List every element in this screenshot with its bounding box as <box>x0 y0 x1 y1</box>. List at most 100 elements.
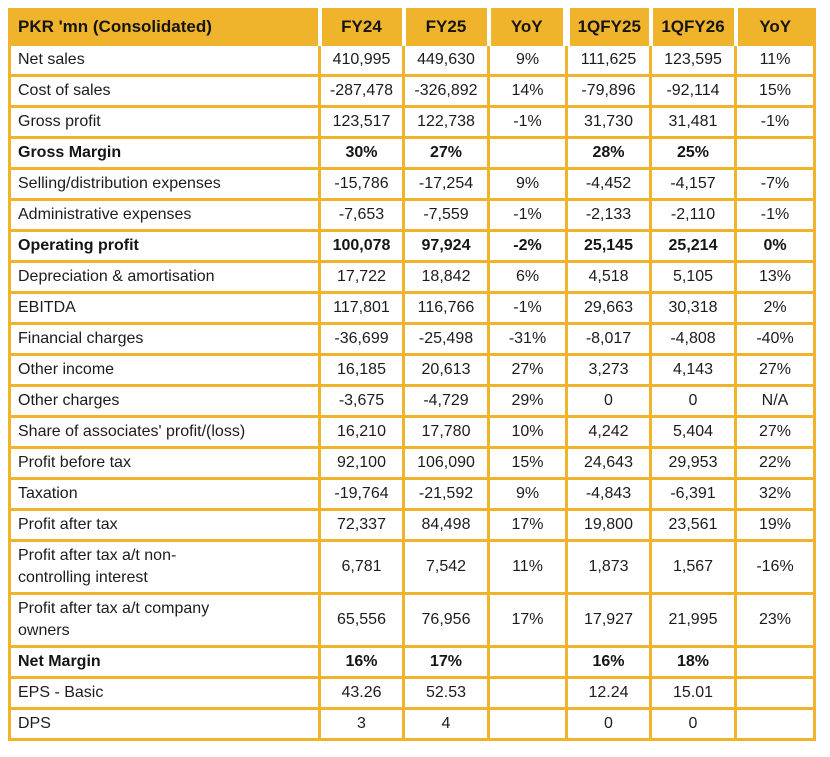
value-cell: -4,157 <box>649 167 737 201</box>
column-header-1qfy25: 1QFY25 <box>563 8 653 46</box>
value-cell: 27% <box>402 136 490 170</box>
row-label: Profit after tax <box>8 508 321 542</box>
value-cell <box>487 136 568 170</box>
value-cell: 410,995 <box>318 43 405 77</box>
column-header-pkr-mn-consolidated-: PKR 'mn (Consolidated) <box>8 8 322 46</box>
value-cell: 6,781 <box>318 539 405 595</box>
value-cell: -1% <box>487 198 568 232</box>
value-cell: -92,114 <box>649 74 737 108</box>
row-label: Other charges <box>8 384 321 418</box>
value-cell: -2,133 <box>565 198 652 232</box>
value-cell: 111,625 <box>565 43 652 77</box>
row-label: EPS - Basic <box>8 676 321 710</box>
value-cell: 17,722 <box>318 260 405 294</box>
value-cell: 28% <box>565 136 652 170</box>
value-cell: -1% <box>487 105 568 139</box>
value-cell: 17% <box>487 592 568 648</box>
value-cell: 29,663 <box>565 291 652 325</box>
table-row: Administrative expenses -7,653 -7,559 -1% -2… <box>8 198 816 232</box>
value-cell: 27% <box>734 353 816 387</box>
row-label: Gross Margin <box>8 136 321 170</box>
value-cell: 16% <box>318 645 405 679</box>
table-row: Taxation -19,764 -21,592 9% -4,843 -6,391 32% <box>8 477 816 511</box>
table-row: Share of associates' profit/(loss) 16,210… <box>8 415 816 449</box>
value-cell: 19% <box>734 508 816 542</box>
value-cell: 32% <box>734 477 816 511</box>
value-cell: 5,404 <box>649 415 737 449</box>
value-cell: -4,729 <box>402 384 490 418</box>
table-row: Financial charges -36,699 -25,498 -31% -8,01… <box>8 322 816 356</box>
row-label: Selling/distribution expenses <box>8 167 321 201</box>
value-cell <box>734 136 816 170</box>
value-cell: 10% <box>487 415 568 449</box>
row-label: Profit after tax a/t non-controlling int… <box>8 539 321 595</box>
value-cell <box>487 676 568 710</box>
value-cell: 4 <box>402 707 490 741</box>
row-label: Profit after tax a/t company owners <box>8 592 321 648</box>
table-row: Profit after tax 72,337 84,498 17% 19,800 23,… <box>8 508 816 542</box>
table-row: Gross Margin 30% 27% 28% 25% <box>8 136 816 170</box>
value-cell: -25,498 <box>402 322 490 356</box>
value-cell: 16,210 <box>318 415 405 449</box>
value-cell: 29,953 <box>649 446 737 480</box>
value-cell: -31% <box>487 322 568 356</box>
value-cell: 25% <box>649 136 737 170</box>
value-cell: 4,518 <box>565 260 652 294</box>
value-cell: 3 <box>318 707 405 741</box>
row-label: Taxation <box>8 477 321 511</box>
value-cell: 17,927 <box>565 592 652 648</box>
value-cell: 76,956 <box>402 592 490 648</box>
value-cell: -326,892 <box>402 74 490 108</box>
value-cell: 27% <box>734 415 816 449</box>
value-cell <box>487 707 568 741</box>
value-cell: -7% <box>734 167 816 201</box>
table-row: Net sales 410,995 449,630 9% 111,625 123,595 1… <box>8 43 816 77</box>
row-label: EBITDA <box>8 291 321 325</box>
value-cell: 9% <box>487 167 568 201</box>
value-cell: 97,924 <box>402 229 490 263</box>
value-cell: 17% <box>487 508 568 542</box>
value-cell: 6% <box>487 260 568 294</box>
value-cell: 29% <box>487 384 568 418</box>
row-label: Net sales <box>8 43 321 77</box>
row-label: DPS <box>8 707 321 741</box>
table-row: Depreciation & amortisation 17,722 18,842 6… <box>8 260 816 294</box>
value-cell: 4,143 <box>649 353 737 387</box>
value-cell: 449,630 <box>402 43 490 77</box>
value-cell <box>734 645 816 679</box>
value-cell: 15% <box>734 74 816 108</box>
value-cell: 18,842 <box>402 260 490 294</box>
value-cell: 106,090 <box>402 446 490 480</box>
value-cell: 25,214 <box>649 229 737 263</box>
value-cell: 21,995 <box>649 592 737 648</box>
value-cell: -4,452 <box>565 167 652 201</box>
table-row: Other income 16,185 20,613 27% 3,273 4,143 27% <box>8 353 816 387</box>
column-header-fy25: FY25 <box>401 8 491 46</box>
row-label: Administrative expenses <box>8 198 321 232</box>
value-cell: 25,145 <box>565 229 652 263</box>
value-cell: 0 <box>565 707 652 741</box>
value-cell: 23,561 <box>649 508 737 542</box>
value-cell: 31,481 <box>649 105 737 139</box>
value-cell: 15.01 <box>649 676 737 710</box>
value-cell: 65,556 <box>318 592 405 648</box>
row-label: Net Margin <box>8 645 321 679</box>
value-cell: 9% <box>487 477 568 511</box>
value-cell: -17,254 <box>402 167 490 201</box>
value-cell: -4,843 <box>565 477 652 511</box>
value-cell: 30% <box>318 136 405 170</box>
value-cell: -19,764 <box>318 477 405 511</box>
value-cell: 52.53 <box>402 676 490 710</box>
value-cell: 84,498 <box>402 508 490 542</box>
value-cell: -2% <box>487 229 568 263</box>
table-row: Operating profit 100,078 97,924 -2% 25,145 25… <box>8 229 816 263</box>
value-cell: N/A <box>734 384 816 418</box>
table-row: EBITDA 117,801 116,766 -1% 29,663 30,318 2% <box>8 291 816 325</box>
value-cell: 3,273 <box>565 353 652 387</box>
value-cell: 27% <box>487 353 568 387</box>
value-cell: 1,873 <box>565 539 652 595</box>
value-cell: -1% <box>487 291 568 325</box>
row-label: Financial charges <box>8 322 321 356</box>
value-cell: -15,786 <box>318 167 405 201</box>
value-cell: -4,808 <box>649 322 737 356</box>
